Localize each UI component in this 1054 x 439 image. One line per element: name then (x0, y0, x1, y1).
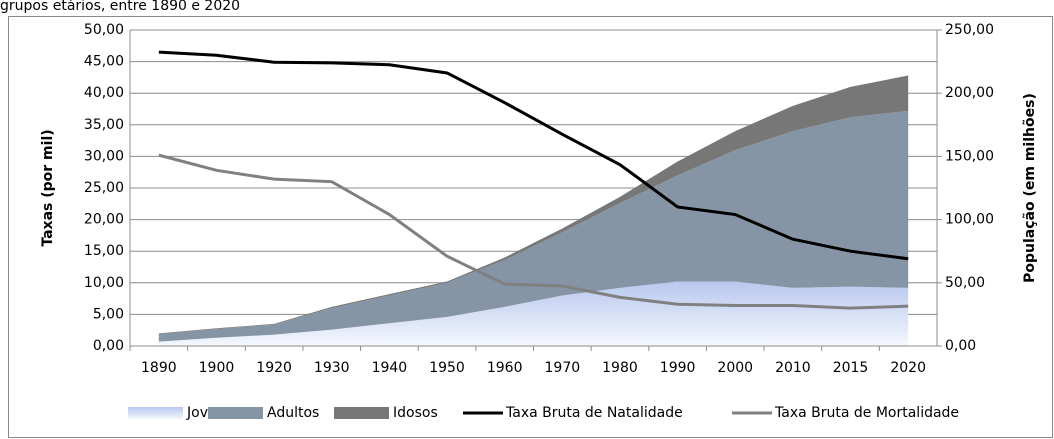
x-tick-label: 1980 (602, 360, 638, 376)
x-tick-label: 2000 (717, 360, 753, 376)
y2-tick-label: 0,00 (945, 338, 976, 354)
area (158, 75, 909, 334)
x-tick-label: 1990 (660, 360, 696, 376)
x-tick-label: 1940 (372, 360, 408, 376)
y-tick-label: 35,00 (84, 117, 124, 133)
y2-tick-label: 100,00 (945, 212, 994, 228)
legend-swatch (128, 407, 183, 419)
chart-title: grupos etários, entre 1890 e 2020 (0, 0, 240, 14)
y-tick-label: 20,00 (84, 212, 124, 228)
x-tick-label: 1890 (141, 360, 177, 376)
x-tick-label: 1900 (199, 360, 235, 376)
y-tick-label: 10,00 (84, 275, 124, 291)
y-tick-label: 25,00 (84, 180, 124, 196)
legend-label: Taxa Bruta de Mortalidade (774, 405, 959, 421)
line (158, 50, 909, 261)
legend-label: Idosos (393, 405, 438, 421)
area (158, 110, 909, 342)
y2-tick-label: 250,00 (945, 22, 994, 38)
legend-swatch (334, 407, 389, 419)
y-tick-label: 30,00 (84, 148, 124, 164)
x-tick-label: 1970 (545, 360, 581, 376)
legend-label: Adultos (267, 405, 319, 421)
x-tick-label: 1930 (314, 360, 350, 376)
legend-label: Taxa Bruta de Natalidade (505, 405, 683, 421)
x-tick-label: 1950 (429, 360, 465, 376)
y-tick-label: 0,00 (93, 338, 124, 354)
chart-frame (8, 16, 1053, 438)
y2-tick-label: 200,00 (945, 85, 994, 101)
y-tick-label: 5,00 (93, 306, 124, 322)
y-axis-title: Taxas (por mil) (40, 129, 56, 246)
y-tick-label: 40,00 (84, 85, 124, 101)
x-tick-label: 2010 (775, 360, 811, 376)
y-tick-label: 50,00 (84, 22, 124, 38)
x-tick-label: 1960 (487, 360, 523, 376)
y2-tick-label: 50,00 (945, 275, 985, 291)
x-tick-label: 2015 (833, 360, 869, 376)
line (158, 153, 909, 310)
y-tick-label: 45,00 (84, 54, 124, 70)
y2-axis-title: População (em milhões) (1022, 93, 1038, 283)
x-tick-label: 2020 (890, 360, 926, 376)
y2-tick-label: 150,00 (945, 148, 994, 164)
x-tick-label: 1920 (256, 360, 292, 376)
y-tick-label: 15,00 (84, 243, 124, 259)
legend-swatch (208, 407, 263, 419)
area (158, 281, 909, 346)
